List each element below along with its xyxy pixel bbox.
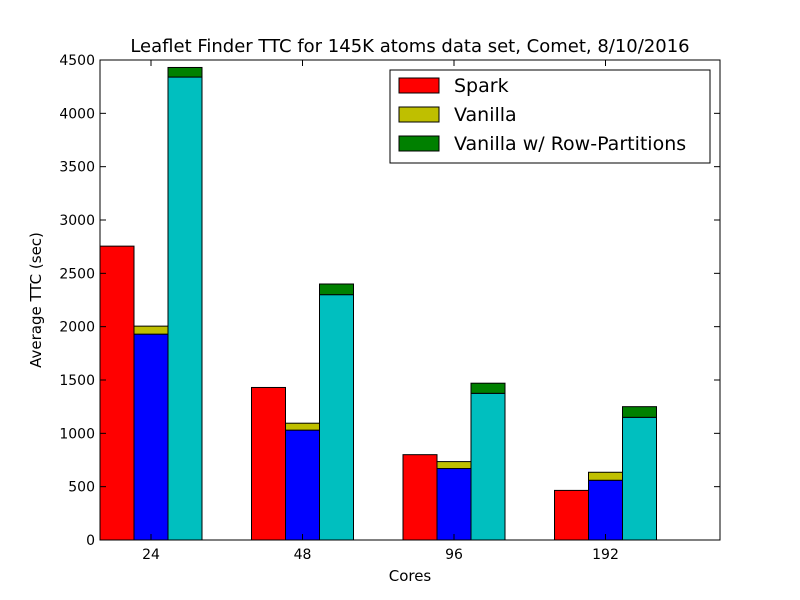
- bar-spark-24-seg0: [99, 245, 135, 541]
- legend: Spark Vanilla Vanilla w/ Row-Partitions: [389, 69, 711, 164]
- bar-vanilla-24-seg1: [133, 325, 169, 335]
- legend-swatch: [398, 77, 440, 94]
- y-tick-label: 3000: [59, 213, 95, 229]
- bar-vanilla-w-row-partitions-24-seg1: [167, 66, 203, 78]
- bar-spark-96-seg0: [402, 454, 438, 541]
- y-tick-label: 500: [68, 480, 95, 496]
- plot-frame: [99, 59, 721, 541]
- bar-vanilla-96-seg0: [436, 468, 472, 541]
- bars-group: [99, 66, 657, 541]
- x-tick-label: 192: [592, 547, 619, 563]
- legend-box: [389, 69, 711, 164]
- bar-vanilla-48-seg0: [285, 429, 320, 541]
- y-tick-label: 2000: [59, 320, 95, 336]
- bar-vanilla-192-seg1: [588, 471, 623, 481]
- y-tick-label: 3500: [59, 160, 95, 176]
- bar-vanilla-w-row-partitions-192-seg1: [622, 406, 657, 418]
- bar-vanilla-w-row-partitions-96-seg0: [470, 392, 506, 541]
- bar-vanilla-w-row-partitions-48-seg1: [319, 283, 354, 296]
- legend-label: Vanilla: [454, 104, 517, 126]
- x-tick-label: 48: [294, 547, 312, 563]
- y-tick-label: 4000: [59, 106, 95, 122]
- chart-title: Leaflet Finder TTC for 145K atoms data s…: [130, 36, 689, 57]
- bar-vanilla-96-seg1: [436, 461, 472, 470]
- bar-vanilla-w-row-partitions-192-seg0: [622, 416, 657, 541]
- y-axis: 0 500 1000 1500 2000 2500 3000 3500 4000 4500: [59, 53, 720, 549]
- x-tick-label: 24: [142, 547, 160, 563]
- x-tick-label: 96: [445, 547, 463, 563]
- legend-swatch: [398, 106, 440, 123]
- legend-label: Spark: [454, 75, 509, 97]
- x-axis: 24 48 96 192: [142, 60, 619, 563]
- bar-vanilla-w-row-partitions-24-seg0: [167, 76, 203, 541]
- bar-vanilla-24-seg0: [133, 333, 169, 541]
- bar-spark-48-seg0: [251, 386, 286, 541]
- bar-vanilla-w-row-partitions-48-seg0: [319, 294, 354, 541]
- legend-swatch: [398, 135, 440, 152]
- bar-spark-192-seg0: [554, 489, 589, 541]
- y-tick-label: 1000: [59, 426, 95, 442]
- legend-label: Vanilla w/ Row-Partitions: [454, 133, 686, 155]
- bar-vanilla-192-seg0: [588, 479, 623, 541]
- y-axis-label: Average TTC (sec): [27, 232, 45, 368]
- bar-vanilla-48-seg1: [285, 422, 320, 431]
- x-axis-label: Cores: [389, 567, 432, 585]
- y-tick-label: 2500: [59, 266, 95, 282]
- y-tick-label: 4500: [59, 53, 95, 69]
- y-tick-label: 1500: [59, 373, 95, 389]
- y-tick-label: 0: [86, 533, 95, 549]
- bar-vanilla-w-row-partitions-96-seg1: [470, 382, 506, 394]
